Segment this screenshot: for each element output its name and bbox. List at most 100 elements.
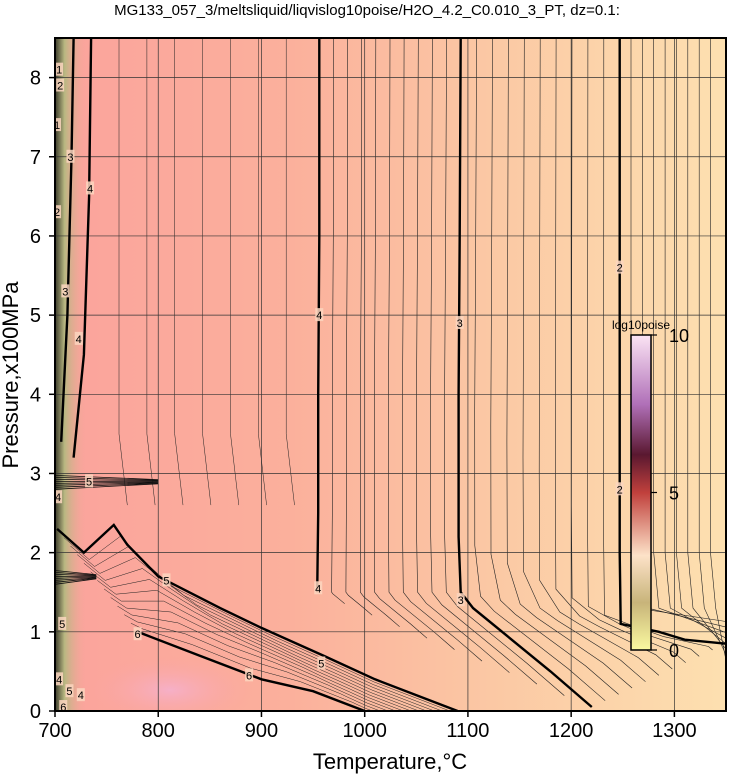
contour-label: 4: [87, 183, 93, 195]
minor-contour: [359, 38, 400, 627]
major-contour-4: [72, 38, 93, 458]
minor-contour: [97, 580, 412, 711]
minor-contour: [664, 38, 726, 639]
minor-contour: [676, 38, 726, 644]
x-tick-label: 1100: [446, 720, 489, 742]
x-tick-label: 1300: [652, 720, 697, 742]
contour-label: 3: [457, 318, 463, 330]
band-contour: [55, 475, 159, 480]
minor-contour-lines: [55, 38, 726, 711]
plot-frame: [54, 37, 727, 712]
contour-label-bg: [314, 581, 323, 595]
x-tick-label: 800: [142, 720, 175, 742]
minor-contour: [571, 38, 686, 663]
minor-contour: [490, 38, 619, 695]
minor-contour: [70, 545, 443, 711]
minor-contour: [402, 38, 483, 662]
minor-contour: [124, 614, 381, 711]
contour-label: 2: [57, 81, 63, 93]
contour-label: 4: [315, 583, 321, 595]
contour-label-bg: [61, 284, 70, 298]
band-contour: [55, 574, 97, 577]
band-contour: [55, 577, 97, 583]
contour-label-bg: [86, 181, 95, 195]
minor-contour: [430, 38, 538, 685]
contour-label: 5: [59, 619, 65, 631]
major-contour-lines: [56, 38, 726, 711]
contour-label: 4: [56, 674, 62, 686]
minor-contour: [63, 535, 450, 711]
contour-label-bg: [615, 482, 624, 496]
y-axis-label: Pressure,x100MPa: [0, 281, 23, 469]
contour-label-bg: [317, 656, 326, 670]
contour-label: 1: [56, 65, 62, 77]
contour-label-bg: [65, 684, 74, 698]
minor-contour: [474, 38, 606, 701]
band-contour: [55, 482, 159, 488]
contour-label-bg: [85, 474, 94, 488]
y-tick-label: 4: [30, 384, 41, 406]
x-tick-label: 900: [245, 720, 278, 742]
band-contour: [55, 570, 97, 575]
minor-contour: [117, 605, 388, 711]
y-tick-label: 0: [30, 701, 41, 723]
y-tick-label: 3: [30, 463, 41, 485]
grid-lines: [55, 38, 726, 711]
colorbar-tick-label: 10: [669, 326, 689, 346]
y-tick-label: 7: [30, 147, 41, 169]
contour-label: 3: [458, 595, 464, 607]
contour-label-bg: [55, 118, 62, 132]
contour-label: 6: [60, 702, 66, 714]
contour-label: 3: [62, 286, 68, 298]
x-axis-label: Temperature,°C: [313, 749, 467, 774]
colorbar-ticks: 0 5 10: [651, 326, 689, 661]
band-contour: [55, 578, 97, 585]
minor-contour: [110, 597, 396, 711]
contour-label-bg: [55, 205, 62, 219]
minor-contour: [285, 38, 295, 506]
minor-contour: [374, 38, 428, 639]
field-background: [55, 38, 726, 711]
major-contour-3: [60, 38, 75, 442]
contour-label: 5: [86, 476, 92, 488]
minor-contour: [230, 38, 240, 506]
band-contour: [55, 483, 159, 490]
minor-contour: [698, 38, 726, 655]
minor-contour: [258, 38, 267, 506]
contour-label: 1: [54, 120, 60, 132]
contour-label-bg: [55, 62, 64, 76]
contour-label: 2: [617, 263, 623, 275]
contour-label-bg: [615, 260, 624, 274]
minor-contour: [345, 38, 373, 616]
minor-contour: [444, 38, 565, 696]
minor-contour: [103, 588, 404, 711]
contour-label-bg: [245, 668, 254, 682]
minor-contour: [687, 38, 726, 650]
colorbar-title: log10poise: [612, 318, 670, 332]
high-viscosity-region: [85, 655, 255, 711]
minor-contour: [388, 38, 455, 650]
major-contour-3: [457, 38, 593, 708]
minor-contour: [506, 38, 633, 689]
contour-label: 5: [66, 686, 72, 698]
major-contour-4: [316, 38, 321, 593]
colorbar-tick-label: 5: [669, 484, 679, 504]
y-tick-label: 5: [30, 305, 41, 327]
contour-label: 3: [67, 152, 73, 164]
contour-label: 6: [246, 670, 252, 682]
colorbar-tick-label: 0: [669, 641, 679, 661]
contour-label-bg: [74, 331, 83, 345]
minor-contour: [90, 571, 419, 711]
major-contour-5: [56, 523, 459, 711]
band-contour: [55, 477, 159, 481]
contour-label-bg: [456, 593, 465, 607]
minor-contour: [83, 563, 427, 711]
minor-contour: [522, 38, 646, 682]
contour-label-bg: [76, 688, 85, 702]
band-contour: [55, 479, 159, 482]
contour-label-bg: [55, 490, 63, 504]
minor-contour: [130, 622, 373, 711]
